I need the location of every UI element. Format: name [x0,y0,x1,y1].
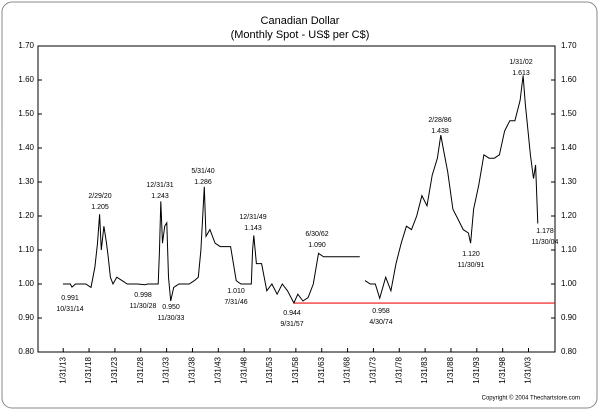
x-tick-label: 1/31/68 [343,356,352,383]
annotation: 11/30/91 [458,262,485,269]
annotation: 1.286 [194,179,212,186]
y-tick-label: 1.10 [18,245,34,254]
annotation: 9/31/57 [280,321,303,328]
y-tick-label-right: 1.60 [561,75,577,84]
x-tick-label: 1/31/43 [213,356,222,383]
annotation: 11/30/28 [130,303,157,310]
price-line [364,75,539,301]
annotation: 1.120 [462,251,480,258]
plot-area [37,45,556,353]
y-tick-label-right: 1.00 [561,279,577,288]
copyright: Copyright © 2004 Thechartstore.com [482,395,580,402]
x-tick-label: 1/31/13 [58,356,67,383]
x-tick-label: 1/31/53 [265,356,274,383]
annotation: 0.991 [61,295,79,302]
y-tick-label: 1.00 [18,279,34,288]
y-tick-label: 1.60 [18,75,34,84]
x-tick-label: 1/31/23 [110,356,119,383]
y-tick-label-right: 1.50 [561,109,577,118]
y-tick-label: 1.50 [18,109,34,118]
y-tick-label: 1.40 [18,143,34,152]
y-tick-label-right: 1.70 [561,41,577,50]
annotation: 1.178 [536,228,554,235]
x-tick-label: 1/31/93 [472,356,481,383]
x-tick-label: 1/31/33 [162,356,171,383]
y-tick-label-right: 0.80 [561,347,577,356]
x-tick-label: 1/31/58 [291,356,300,383]
annotation: 12/31/49 [239,214,266,221]
y-tick-label: 0.90 [18,313,34,322]
annotation: 1.010 [227,288,245,295]
y-tick-label: 0.80 [18,347,34,356]
annotation: 2/28/86 [428,117,451,124]
annotation: 2/29/20 [88,193,111,200]
annotation: 0.998 [134,292,152,299]
chart-subtitle: (Monthly Spot - US$ per C$) [231,29,370,41]
x-tick-label: 1/31/83 [420,356,429,383]
y-tick-label-right: 0.90 [561,313,577,322]
annotation: 1.205 [91,204,109,211]
price-line [63,186,360,305]
y-tick-label: 1.70 [18,41,34,50]
annotation: 0.958 [372,308,390,315]
annotation: 6/30/62 [305,231,328,238]
x-tick-label: 1/31/38 [188,356,197,383]
annotation: 5/31/40 [191,168,214,175]
x-tick-label: 1/31/88 [446,356,455,383]
y-tick-label-right: 1.40 [561,143,577,152]
annotation: 1.438 [431,128,449,135]
annotation: 1/31/02 [509,59,532,66]
annotation: 1.143 [244,225,262,232]
annotation: 0.944 [283,310,301,317]
annotation: 1.613 [512,70,530,77]
annotation: 12/31/31 [146,182,173,189]
x-tick-label: 1/31/63 [317,356,326,383]
y-tick-label: 1.30 [18,177,34,186]
y-tick-label-right: 1.10 [561,245,577,254]
x-tick-label: 1/31/18 [84,356,93,383]
annotation: 7/31/46 [224,299,247,306]
x-tick-label: 1/31/48 [239,356,248,383]
x-tick-label: 1/31/78 [394,356,403,383]
annotation: 1.090 [308,242,326,249]
annotation: 0.950 [162,304,180,311]
y-tick-label: 1.20 [18,211,34,220]
annotation: 10/31/14 [56,306,83,313]
chart-title: Canadian Dollar [261,15,340,27]
annotation: 4/30/74 [369,319,392,326]
y-tick-label-right: 1.20 [561,211,577,220]
annotation: 1.243 [151,193,169,200]
annotation: 11/30/04 [532,239,559,246]
x-tick-label: 1/31/28 [136,356,145,383]
y-tick-label-right: 1.30 [561,177,577,186]
annotation: 11/30/33 [158,315,185,322]
x-tick-label: 1/31/98 [498,356,507,383]
x-tick-label: 1/31/03 [524,356,533,383]
x-tick-label: 1/31/73 [369,356,378,383]
